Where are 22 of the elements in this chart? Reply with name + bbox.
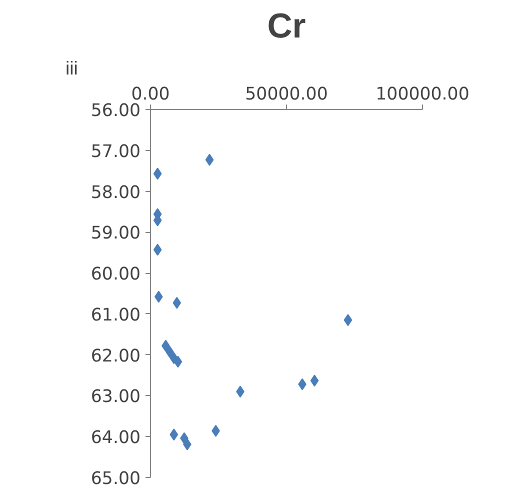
y-tick-label: 60.00 [90,264,141,285]
y-tick-label: 59.00 [90,224,141,244]
y-tick-label: 65.00 [90,469,141,489]
point [310,374,319,387]
text: iii [66,58,78,78]
point [153,244,162,256]
point [205,154,214,166]
point [154,290,163,303]
point [170,428,178,441]
point [344,314,352,326]
y-tick-label: 61.00 [90,305,141,326]
chart-title: Cr [267,8,306,46]
x-tick-label: 100000.00 [376,84,470,104]
y-tick-label: 62.00 [90,346,141,366]
point [174,356,182,368]
y-tick-label: 64.00 [90,428,141,448]
y-tick-label: 57.00 [90,142,141,162]
point [172,296,182,309]
y-tick-label: 63.00 [90,387,141,408]
x-tick-label: 50000.00 [245,84,328,104]
y-tick-label: 58.00 [90,182,141,203]
point [153,168,162,180]
